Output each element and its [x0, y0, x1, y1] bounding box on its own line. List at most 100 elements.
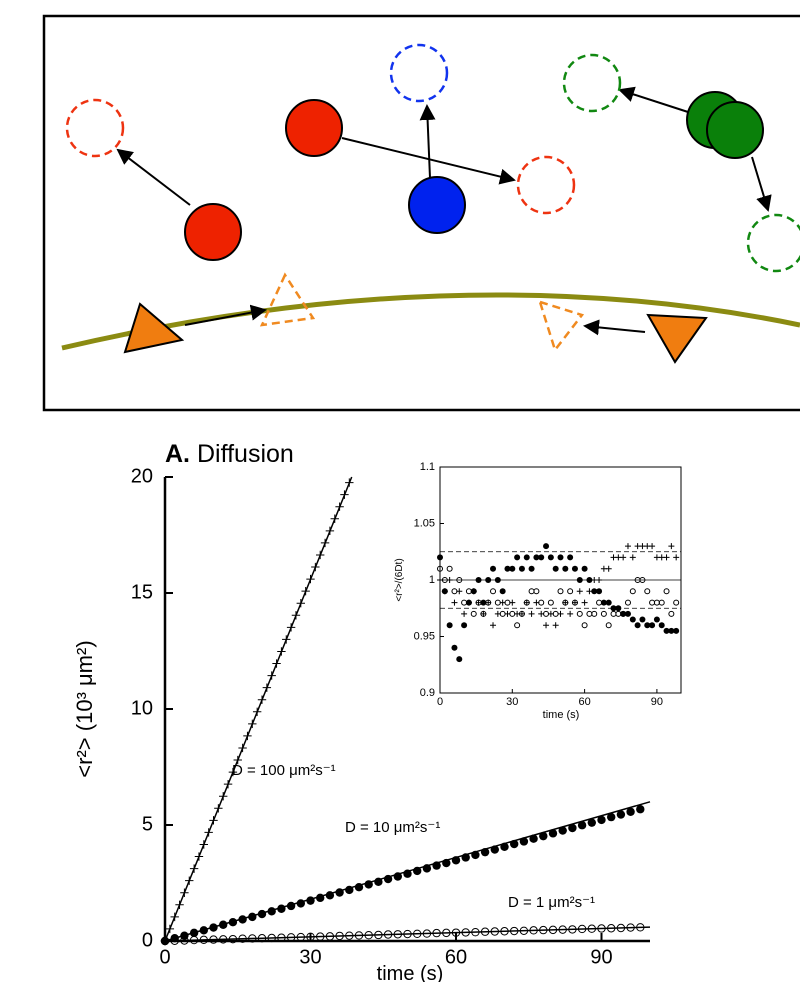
open-point — [456, 577, 463, 583]
filled-point — [568, 823, 577, 833]
plus-point — [629, 554, 636, 561]
filled-point — [624, 610, 631, 617]
filled-point — [600, 599, 607, 606]
fit-line — [164, 476, 353, 942]
filled-point — [456, 656, 463, 663]
open-point — [437, 565, 443, 572]
y-tick-label: 0.9 — [420, 687, 435, 699]
chart: 0.9 0.95 1 1.05 1.1 0 30 60 90 time (s) <r²>/(6Dt) — [394, 461, 682, 721]
plus-point — [567, 610, 574, 617]
plus-point — [461, 610, 468, 617]
filled-point — [485, 577, 492, 583]
open-point — [571, 599, 578, 606]
open-point — [567, 588, 574, 595]
x-tick-label: 60 — [445, 946, 467, 968]
open-point — [499, 610, 506, 617]
filled-point — [610, 605, 617, 612]
filled-point — [597, 815, 606, 825]
filled-point — [558, 826, 567, 835]
plus-point — [490, 622, 497, 629]
x-tick-label: 90 — [590, 946, 612, 968]
series-annotation: D = 1 μm²s⁻¹ — [508, 894, 595, 911]
plus-point — [586, 588, 593, 595]
plus-point — [620, 554, 627, 561]
open-point — [475, 599, 482, 606]
plus-point — [543, 622, 550, 629]
y-tick-label: 5 — [142, 813, 153, 835]
filled-point — [499, 588, 506, 595]
open-point — [461, 599, 468, 606]
x-tick-label: 60 — [578, 696, 590, 708]
y-tick-label: 1.05 — [414, 517, 435, 529]
series-annotation: D = 100 μm²s⁻¹ — [232, 762, 336, 779]
open-point — [533, 588, 540, 595]
open-point — [605, 622, 612, 629]
open-point — [668, 610, 675, 617]
filled-point — [533, 554, 540, 561]
membrane-curve — [61, 292, 800, 351]
filled-point — [451, 644, 458, 651]
filled-point — [581, 565, 588, 572]
open-point — [538, 599, 545, 606]
plus-point — [596, 577, 603, 583]
open-point — [490, 588, 497, 595]
filled-point — [538, 554, 545, 561]
fit-line — [164, 801, 651, 942]
open-point — [663, 588, 670, 595]
x-tick-label: 30 — [299, 946, 321, 968]
open-point — [465, 588, 472, 595]
filled-point — [567, 554, 574, 561]
plus-point — [673, 554, 680, 561]
chart-title: A. Diffusion — [165, 440, 294, 468]
filled-point — [504, 565, 511, 572]
filled-point — [607, 812, 616, 822]
open-point — [591, 610, 598, 617]
filled-point — [587, 818, 596, 827]
open-point — [514, 622, 521, 629]
series-annotation: D = 10 μm²s⁻¹ — [345, 819, 440, 836]
filled-point — [518, 565, 525, 572]
fit-line — [164, 926, 651, 942]
x-tick-label: 90 — [651, 696, 663, 708]
filled-point — [616, 810, 626, 819]
plus-point — [441, 588, 448, 595]
filled-point — [668, 627, 675, 634]
open-point — [644, 588, 651, 595]
plus-point — [581, 599, 588, 606]
x-axis-label: time (s) — [377, 963, 444, 982]
filled-point — [446, 622, 453, 629]
y-axis-label: <r²>/(6Dt) — [394, 558, 405, 601]
filled-point — [490, 565, 497, 572]
open-point — [639, 577, 646, 583]
open-point — [620, 610, 627, 617]
title: Diffusion — [197, 440, 294, 468]
filled-point — [539, 831, 548, 841]
filled-point — [658, 622, 665, 629]
open-point — [658, 599, 665, 606]
filled-point — [480, 599, 487, 606]
open-point — [557, 588, 564, 595]
plus-point — [528, 610, 535, 617]
open-point — [518, 610, 525, 617]
filled-point — [586, 577, 593, 583]
open-point — [552, 610, 559, 617]
filled-point — [523, 554, 530, 561]
filled-point — [547, 554, 554, 561]
filled-point — [591, 588, 598, 595]
open-point — [509, 610, 516, 617]
filled-point — [494, 577, 501, 583]
x-tick-label: 30 — [506, 696, 518, 708]
filled-point — [548, 829, 558, 838]
plus-point — [649, 543, 656, 550]
open-point — [576, 610, 583, 617]
open-point — [441, 577, 448, 583]
filled-point — [626, 807, 635, 816]
filled-point — [636, 805, 645, 814]
plus-point — [668, 543, 675, 550]
x-tick-label: 0 — [159, 946, 170, 968]
plus-point — [552, 622, 559, 629]
y-axis-label: <r²> (10³ μm²) — [72, 640, 97, 777]
x-axis-label: time (s) — [543, 709, 580, 721]
